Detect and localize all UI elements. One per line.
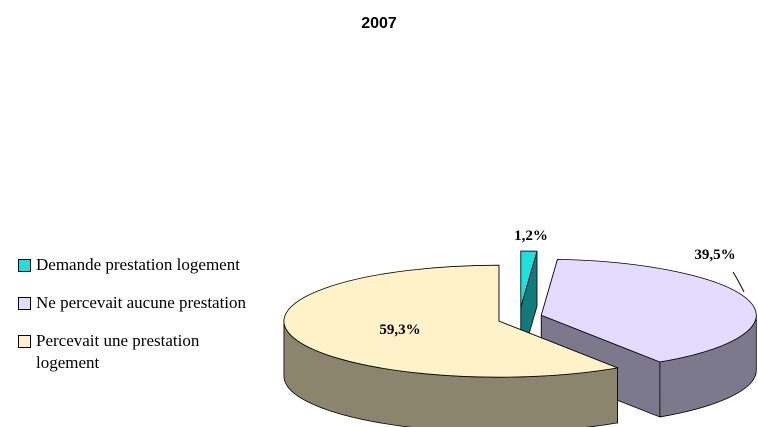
data-label: 39,5% [694,247,735,263]
chart-title: 2007 [361,15,397,32]
legend-label: Demande prestation logement [36,255,240,274]
data-label: 1,2% [514,228,548,244]
slice [283,264,620,427]
legend-swatch [18,335,31,348]
legend-item: Demande prestation logement [16,254,266,276]
legend: Demande prestation logement Ne percevait … [16,254,266,390]
legend-swatch [18,259,31,272]
legend-label: Ne percevait aucune prestation [36,293,247,312]
data-label: 59,3% [379,322,420,338]
slice-top [283,264,620,378]
legend-swatch [18,297,31,310]
legend-label: Percevait une prestation logement [36,331,200,372]
leader-line [732,271,745,293]
slice-top [520,250,538,308]
slice-top [540,258,757,363]
legend-item: Percevait une prestation logement [16,330,266,374]
legend-item: Ne percevait aucune prestation [16,292,266,314]
